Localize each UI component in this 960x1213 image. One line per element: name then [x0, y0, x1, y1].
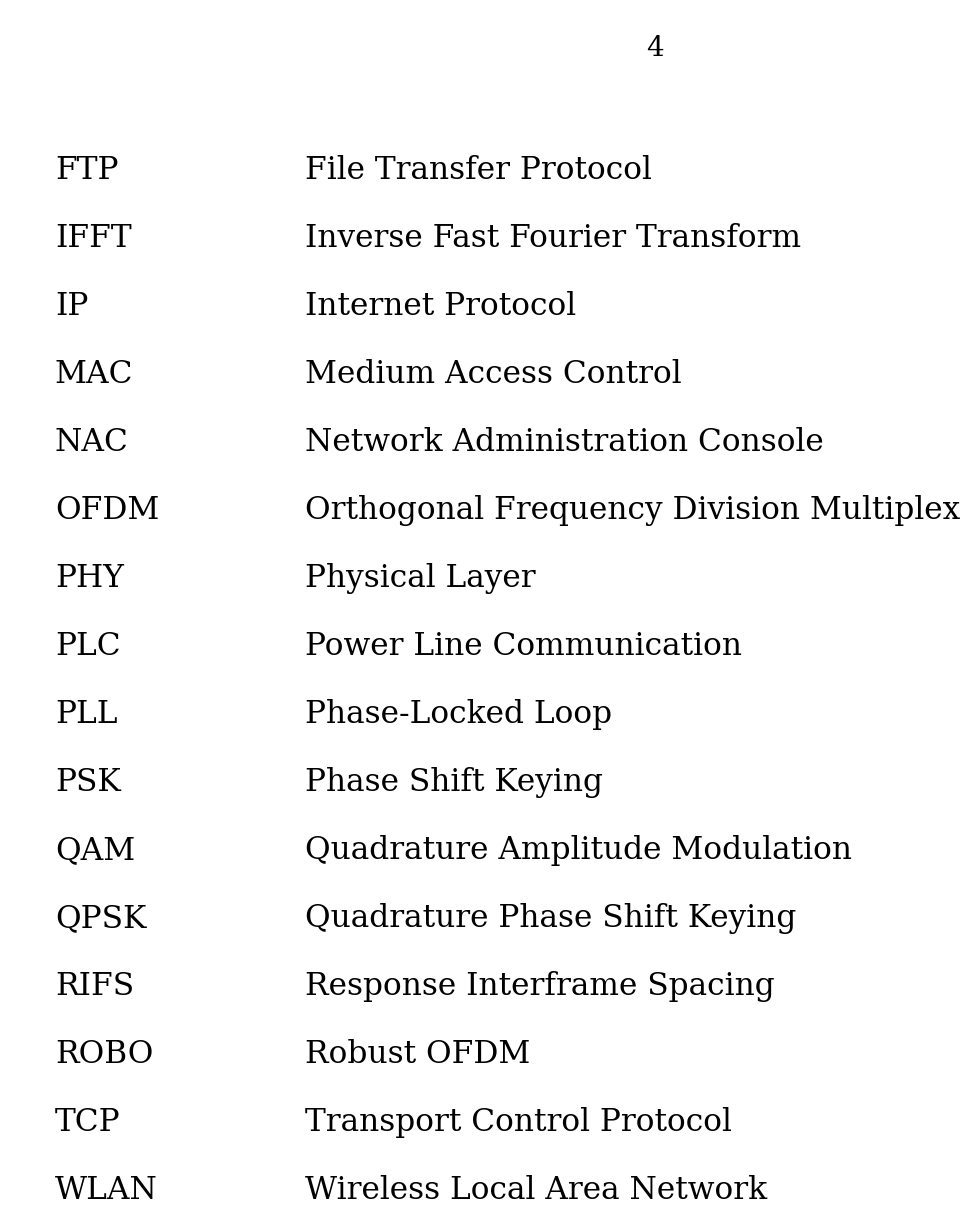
Text: Phase Shift Keying: Phase Shift Keying — [305, 767, 603, 798]
Text: OFDM: OFDM — [55, 495, 159, 526]
Text: TCP: TCP — [55, 1107, 121, 1138]
Text: Physical Layer: Physical Layer — [305, 563, 536, 594]
Text: Orthogonal Frequency Division Multiplexing: Orthogonal Frequency Division Multiplexi… — [305, 495, 960, 526]
Text: QPSK: QPSK — [55, 902, 146, 934]
Text: NAC: NAC — [55, 427, 129, 459]
Text: ROBO: ROBO — [55, 1040, 154, 1070]
Text: PLL: PLL — [55, 699, 117, 730]
Text: Inverse Fast Fourier Transform: Inverse Fast Fourier Transform — [305, 223, 802, 254]
Text: Transport Control Protocol: Transport Control Protocol — [305, 1107, 732, 1138]
Text: FTP: FTP — [55, 155, 118, 186]
Text: Quadrature Amplitude Modulation: Quadrature Amplitude Modulation — [305, 835, 852, 866]
Text: Response Interframe Spacing: Response Interframe Spacing — [305, 970, 775, 1002]
Text: MAC: MAC — [55, 359, 133, 391]
Text: PSK: PSK — [55, 767, 121, 798]
Text: Internet Protocol: Internet Protocol — [305, 291, 576, 321]
Text: PHY: PHY — [55, 563, 124, 594]
Text: Robust OFDM: Robust OFDM — [305, 1040, 530, 1070]
Text: Power Line Communication: Power Line Communication — [305, 631, 742, 662]
Text: Wireless Local Area Network: Wireless Local Area Network — [305, 1175, 767, 1206]
Text: Quadrature Phase Shift Keying: Quadrature Phase Shift Keying — [305, 902, 797, 934]
Text: QAM: QAM — [55, 835, 135, 866]
Text: File Transfer Protocol: File Transfer Protocol — [305, 155, 652, 186]
Text: WLAN: WLAN — [55, 1175, 157, 1206]
Text: PLC: PLC — [55, 631, 121, 662]
Text: Network Administration Console: Network Administration Console — [305, 427, 824, 459]
Text: IFFT: IFFT — [55, 223, 132, 254]
Text: IP: IP — [55, 291, 88, 321]
Text: Phase-Locked Loop: Phase-Locked Loop — [305, 699, 612, 730]
Text: Medium Access Control: Medium Access Control — [305, 359, 682, 391]
Text: RIFS: RIFS — [55, 970, 134, 1002]
Text: 4: 4 — [646, 35, 663, 62]
